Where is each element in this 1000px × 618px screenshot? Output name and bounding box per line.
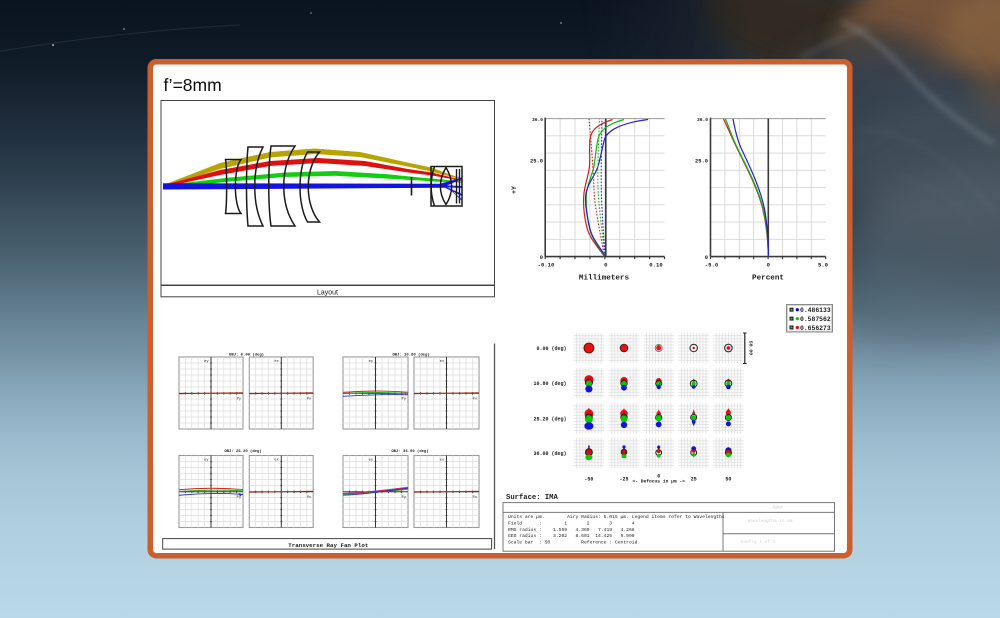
- svg-text:Units are µm. Airy Radi: Units are µm. Airy Radius: 5.015 µm. Leg…: [508, 514, 725, 520]
- svg-text:Py: Py: [237, 397, 242, 401]
- svg-text:0.656273: 0.656273: [800, 325, 831, 332]
- svg-text:0: 0: [705, 255, 708, 261]
- svg-text:36.0: 36.0: [532, 117, 543, 123]
- svg-text:ey: ey: [204, 360, 209, 364]
- svg-text:25: 25: [691, 476, 697, 482]
- svg-text:ex: ex: [274, 459, 278, 463]
- svg-text:-0.10: -0.10: [538, 262, 555, 269]
- svg-text:Layout: Layout: [317, 289, 338, 296]
- svg-text:-5.0: -5.0: [705, 262, 719, 269]
- svg-text:25.20 (deg): 25.20 (deg): [533, 416, 566, 422]
- svg-text:0: 0: [767, 262, 771, 269]
- svg-text:ex: ex: [440, 459, 444, 463]
- svg-text:Py: Py: [402, 496, 407, 500]
- svg-text:50.00: 50.00: [748, 341, 754, 356]
- svg-text:36.0: 36.0: [697, 117, 708, 123]
- svg-text:25.0: 25.0: [695, 159, 708, 165]
- svg-text:Px: Px: [473, 496, 477, 500]
- svg-text:f’=8mm: f’=8mm: [164, 75, 222, 95]
- svg-text:-50: -50: [584, 476, 593, 482]
- svg-text:5.0: 5.0: [818, 262, 829, 269]
- svg-text:0.00 (deg): 0.00 (deg): [536, 346, 566, 352]
- svg-text:25.0: 25.0: [530, 159, 543, 165]
- svg-text:ex: ex: [274, 360, 278, 364]
- svg-text:GEO radius : 3.202 8.601: GEO radius : 3.202 8.601 14.425 9.999: [508, 533, 635, 539]
- svg-text:Millimeters: Millimeters: [579, 275, 630, 283]
- svg-text:Px: Px: [307, 496, 311, 500]
- svg-text:+Y: +Y: [511, 186, 518, 194]
- svg-text:ey: ey: [369, 360, 374, 364]
- svg-text:ey: ey: [204, 459, 209, 463]
- svg-text:10.80 (deg): 10.80 (deg): [533, 381, 566, 387]
- svg-text:Surface: IMA: Surface: IMA: [506, 494, 558, 502]
- svg-text:0: 0: [657, 474, 660, 480]
- svg-text:OBJ: 25.20 (deg): OBJ: 25.20 (deg): [224, 449, 261, 454]
- svg-text:0: 0: [540, 255, 543, 261]
- svg-text:36.00 (deg): 36.00 (deg): [533, 451, 566, 457]
- svg-text:Field : 1 2: Field : 1 2 3 4: [508, 520, 635, 526]
- svg-text:OBJ: 36.00 (deg): OBJ: 36.00 (deg): [391, 449, 428, 454]
- svg-text:OBJ: 10.80 (deg): OBJ: 10.80 (deg): [392, 353, 429, 358]
- svg-text:50: 50: [725, 476, 731, 482]
- svg-text:Spot: Spot: [773, 506, 784, 511]
- svg-text:-25: -25: [619, 476, 628, 482]
- svg-text:OBJ: 0.00 (deg): OBJ: 0.00 (deg): [229, 353, 264, 358]
- svg-text:<- Defocus in µm ->: <- Defocus in µm ->: [633, 479, 686, 485]
- svg-text:Scale bar : 50 Refe: Scale bar : 50 Reference : Centroid: [508, 540, 638, 546]
- svg-text:0: 0: [604, 262, 608, 269]
- svg-text:0.486133: 0.486133: [800, 307, 831, 314]
- svg-text:Py: Py: [402, 397, 407, 401]
- svg-text:Px: Px: [473, 397, 477, 401]
- svg-text:Percent: Percent: [752, 275, 784, 283]
- svg-text:Wavelengths in nm: Wavelengths in nm: [748, 519, 793, 524]
- svg-text:Transverse Ray Fan Plot: Transverse Ray Fan Plot: [288, 542, 368, 549]
- svg-text:0.10: 0.10: [649, 262, 663, 269]
- svg-text:0.587562: 0.587562: [800, 316, 831, 323]
- svg-text:Px: Px: [307, 397, 311, 401]
- svg-text:ex: ex: [440, 360, 444, 364]
- svg-text:ey: ey: [369, 459, 374, 463]
- svg-text:Py: Py: [237, 496, 242, 500]
- svg-text:Config 1 of 1: Config 1 of 1: [741, 540, 776, 545]
- svg-text:RMS radius : 1.559 4.369: RMS radius : 1.559 4.369 7.419 4.266: [508, 527, 635, 533]
